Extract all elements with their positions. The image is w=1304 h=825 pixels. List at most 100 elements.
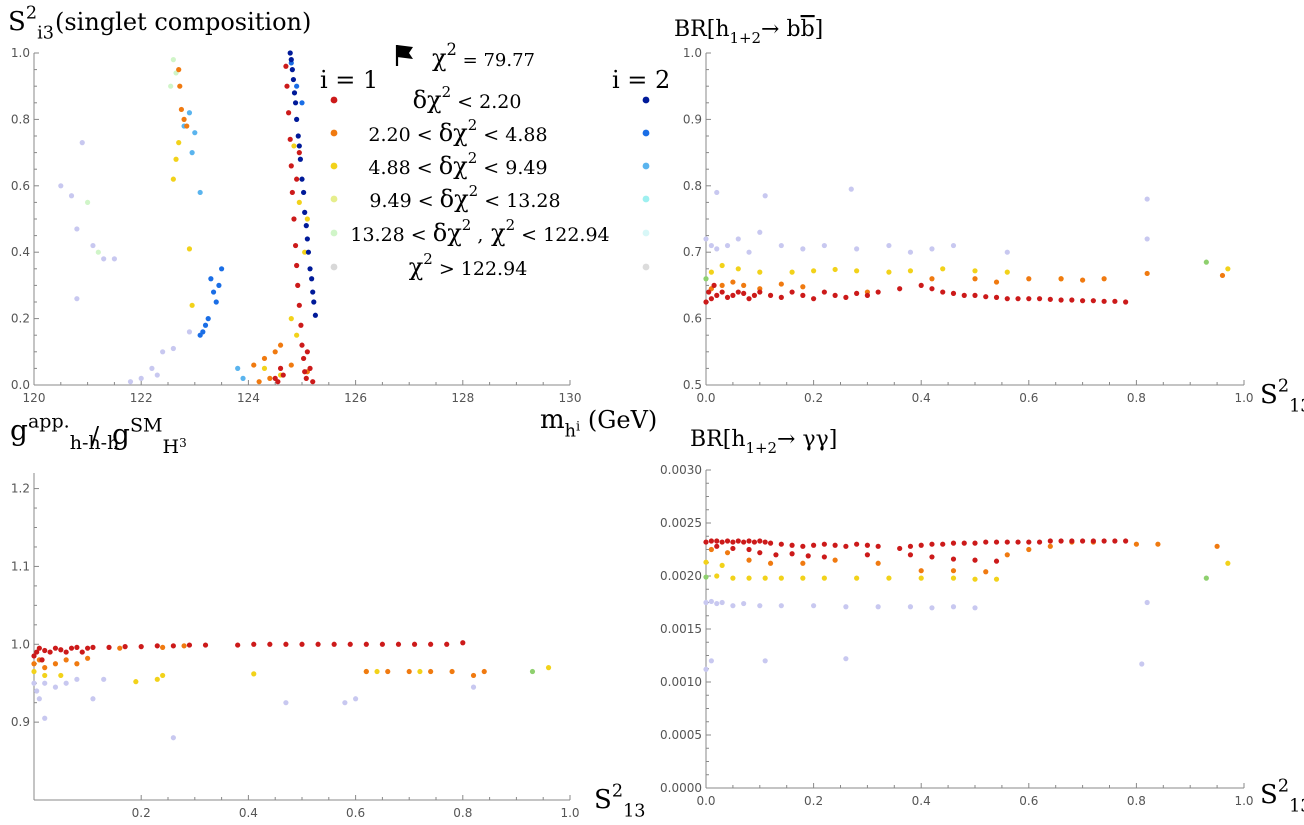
- p3-point: [353, 696, 359, 702]
- p2-point: [929, 286, 935, 292]
- p2-title-part: → b: [761, 17, 801, 42]
- p1-point: [170, 176, 176, 182]
- p2-plot: 0.0 0.2 0.4 0.6 0.8 1.0 0.5 0.6 0.7 0.8 0.9 1.0: [683, 46, 1254, 405]
- p3-point: [154, 676, 160, 682]
- p4-point: [918, 568, 924, 574]
- p2-point: [724, 242, 731, 249]
- p3-point: [374, 668, 380, 675]
- legend-row-label-part: < 122.94: [515, 224, 609, 246]
- p1-point: [184, 123, 190, 129]
- p4-point: [1123, 538, 1129, 544]
- p3-point: [363, 641, 369, 647]
- p1-point: [216, 282, 222, 288]
- p2-point: [832, 266, 838, 273]
- p4-point: [940, 541, 946, 547]
- p4-point: [757, 550, 763, 556]
- p2-point: [757, 289, 763, 295]
- p4-point: [854, 575, 860, 581]
- p3-point: [160, 672, 166, 679]
- p2-x-tick-label: 0.4: [912, 391, 931, 405]
- p2-point: [993, 279, 1000, 285]
- p1-point: [288, 163, 294, 169]
- p3-xlabel-part: S: [594, 785, 612, 815]
- p4-point: [730, 575, 736, 581]
- p2-point: [1101, 276, 1107, 282]
- p2-point: [757, 229, 763, 235]
- p4-x-tick-label: 0.8: [1127, 794, 1146, 808]
- p4-point: [972, 540, 978, 546]
- p2-point: [940, 289, 946, 295]
- p4-point: [972, 576, 978, 582]
- legend-marker-i2: [642, 96, 650, 104]
- p4-point: [832, 542, 838, 548]
- p2-x-tick-label: 0.8: [1127, 391, 1146, 405]
- p1-point: [240, 375, 246, 381]
- p4-point: [929, 554, 935, 560]
- p1-point: [288, 57, 294, 63]
- p3-point: [85, 655, 91, 661]
- p3-point: [444, 641, 450, 647]
- p2-title-part: 1+2: [729, 29, 761, 47]
- p4-point: [875, 560, 881, 566]
- p2-point: [821, 289, 827, 295]
- legend-row-label-part: δχ: [440, 185, 469, 213]
- p2-point: [719, 262, 725, 269]
- p2-point: [767, 292, 774, 298]
- p1-point: [74, 226, 80, 232]
- p3-point: [395, 641, 402, 647]
- p1-point: [173, 156, 179, 162]
- p4-point: [703, 539, 709, 545]
- p2-x-tick-label: 0.0: [696, 391, 715, 405]
- p4-point: [762, 658, 768, 664]
- p3-point: [42, 680, 48, 686]
- p1-point: [294, 83, 300, 89]
- p3-point: [42, 647, 48, 654]
- p4-point: [907, 604, 914, 610]
- p1-point: [301, 189, 307, 196]
- p4-point: [897, 545, 903, 552]
- p4-point: [730, 539, 736, 545]
- p3-point: [52, 684, 59, 690]
- p2-point: [778, 294, 784, 300]
- p1-x-tick-label: 124: [237, 391, 260, 405]
- p3-point: [63, 680, 69, 686]
- best-fit-label-part: χ: [432, 44, 447, 72]
- p3-point: [39, 657, 45, 663]
- p3-point: [63, 649, 69, 655]
- p1-x-tick-label: 130: [559, 391, 582, 405]
- p3-point: [385, 668, 391, 675]
- p1-point: [299, 342, 305, 348]
- p1-point: [294, 116, 300, 122]
- p2-point: [762, 193, 768, 199]
- p3-point: [331, 641, 337, 647]
- p1-point: [310, 289, 316, 295]
- p4-xlabel-part: 13: [1289, 796, 1304, 816]
- p3-point: [545, 665, 552, 671]
- p3-point: [74, 676, 80, 682]
- p2-point: [735, 289, 741, 295]
- p2-point: [907, 249, 914, 255]
- p2-point: [1144, 236, 1150, 242]
- p3-point: [379, 641, 385, 647]
- p2-point: [778, 281, 784, 287]
- p4-point: [708, 598, 714, 605]
- p2-point: [811, 268, 817, 274]
- p1-point: [186, 246, 193, 252]
- p3-point: [85, 645, 91, 651]
- p4-point: [746, 575, 752, 581]
- p4-point: [1214, 543, 1220, 549]
- p1-point: [291, 216, 297, 222]
- p3-point: [63, 657, 69, 663]
- p2-xlabel-part: S: [1260, 380, 1278, 410]
- p2-point: [746, 249, 752, 255]
- p2-point: [800, 292, 806, 298]
- p4-point: [864, 552, 871, 558]
- p3-point: [315, 641, 321, 647]
- p4-xlabel: S213: [1260, 776, 1304, 816]
- p1-point: [299, 100, 305, 106]
- p3-point: [299, 641, 305, 647]
- p4-point: [708, 538, 714, 544]
- p1-point: [280, 372, 286, 378]
- p3-x-tick-label: 0.6: [346, 806, 365, 820]
- p2-point: [886, 242, 892, 249]
